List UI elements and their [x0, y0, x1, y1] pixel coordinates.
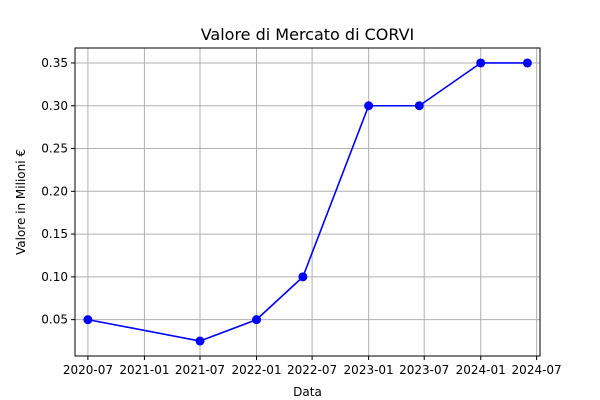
grid	[75, 48, 540, 356]
x-tick-label: 2022-01	[231, 363, 281, 377]
x-axis-label: Data	[293, 385, 322, 399]
data-point	[414, 101, 424, 111]
x-tick-label: 2021-07	[175, 363, 225, 377]
data-point	[252, 315, 262, 325]
plot-area-background	[75, 48, 540, 356]
x-tick-label: 2020-07	[63, 363, 113, 377]
series-layer	[83, 58, 532, 346]
data-point	[476, 58, 486, 68]
x-tick-label: 2024-01	[456, 363, 506, 377]
data-point	[298, 272, 308, 282]
x-tick-label: 2021-01	[119, 363, 169, 377]
chart-title: Valore di Mercato di CORVI	[201, 25, 415, 44]
y-tick-label: 0.05	[41, 313, 68, 327]
data-point	[195, 336, 205, 346]
ticks: 2020-07 2021-01 2021-07 2022-01 2022-07 2023-…	[41, 56, 561, 377]
y-tick-label: 0.25	[41, 142, 68, 156]
y-tick-label: 0.15	[41, 227, 68, 241]
y-tick-label: 0.20	[41, 184, 68, 198]
y-axis-label: Valore in Milioni €	[14, 149, 28, 255]
series-line	[87, 62, 528, 342]
y-tick-label: 0.10	[41, 270, 68, 284]
x-tick-label: 2023-01	[344, 363, 394, 377]
y-tick-label: 0.30	[41, 99, 68, 113]
data-point	[83, 315, 93, 325]
plot-frame	[74, 47, 541, 357]
y-tick-label: 0.35	[41, 56, 68, 70]
x-tick-label: 2023-07	[399, 363, 449, 377]
x-tick-label: 2024-07	[512, 363, 562, 377]
data-point	[522, 58, 532, 68]
data-point	[364, 101, 374, 111]
x-tick-label: 2022-07	[287, 363, 337, 377]
